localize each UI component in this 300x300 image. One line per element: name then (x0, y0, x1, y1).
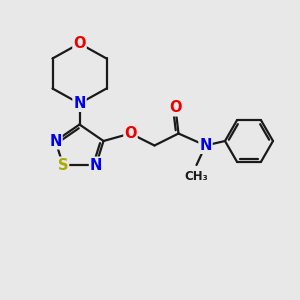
Text: N: N (73, 96, 86, 111)
Text: S: S (58, 158, 68, 172)
Text: N: N (199, 138, 212, 153)
Text: CH₃: CH₃ (184, 169, 208, 182)
Text: O: O (169, 100, 182, 116)
Text: O: O (73, 36, 86, 51)
Text: N: N (49, 134, 62, 148)
Text: O: O (124, 126, 137, 141)
Text: N: N (90, 158, 102, 172)
